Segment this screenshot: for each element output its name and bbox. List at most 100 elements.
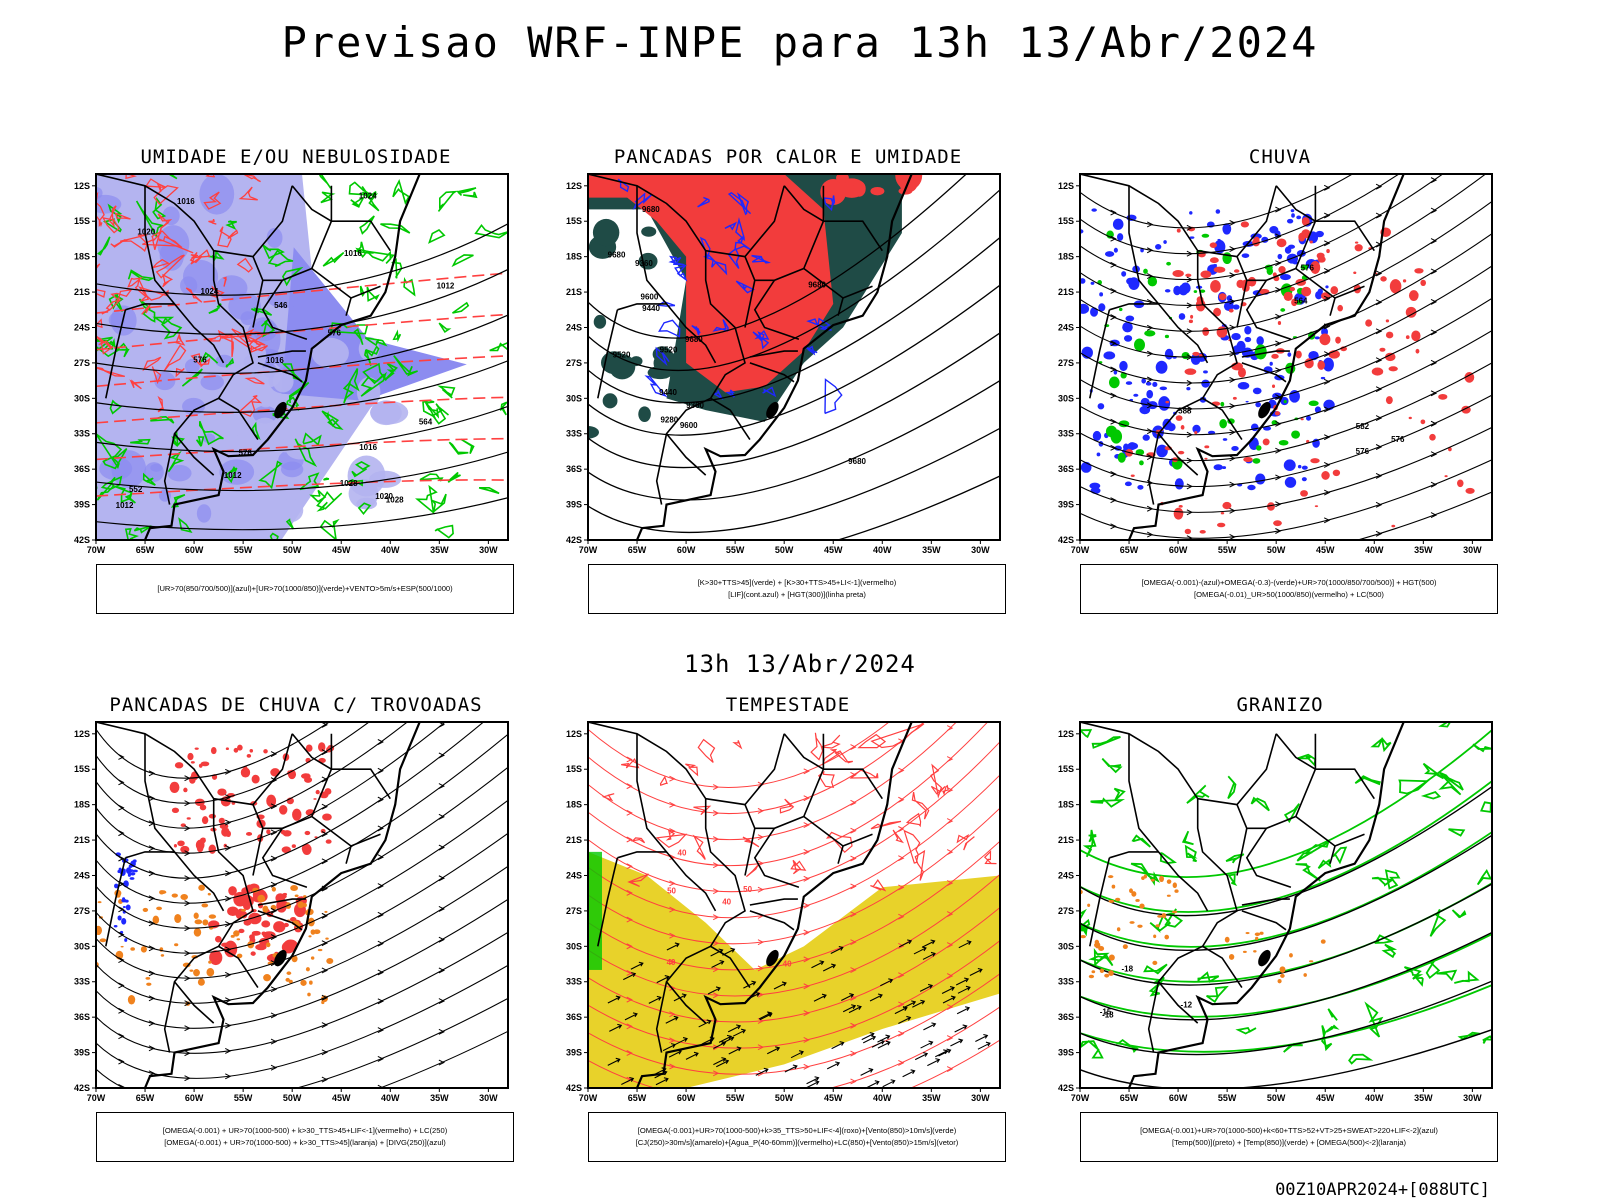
lifted-index-contour <box>736 192 750 216</box>
temp850-contour <box>1476 868 1492 886</box>
lat-label: 33S <box>74 429 90 439</box>
thickness-contour <box>190 353 211 368</box>
omega-blue-pixel <box>1137 484 1144 490</box>
omega500-pixel <box>1108 970 1114 976</box>
storm-red-pixel <box>243 919 252 926</box>
lat-label: 27S <box>566 906 582 916</box>
streamline-arrow <box>1110 288 1117 294</box>
streamline-arrow <box>1323 351 1331 358</box>
omega-green-pixel <box>1201 233 1210 238</box>
streamline <box>1080 233 1492 358</box>
wind-vector <box>941 986 955 995</box>
divergence-pixel <box>125 904 131 911</box>
streamline-arrow <box>757 1070 765 1077</box>
omega500-pixel <box>1129 888 1133 894</box>
streamline-arrow <box>1146 402 1154 409</box>
wind-vector <box>922 939 936 948</box>
wind-850-region <box>588 851 602 970</box>
omega-blue-pixel <box>1089 482 1101 490</box>
rain-red-pixel <box>1464 372 1475 383</box>
rain-red-pixel <box>1314 505 1319 508</box>
streamline-250 <box>96 931 508 1054</box>
lon-label: 60W <box>1169 545 1188 555</box>
storm-orange-pixel <box>198 884 205 891</box>
streamline-arrow <box>946 1004 954 1010</box>
lat-label: 33S <box>1058 977 1074 987</box>
rain-red-pixel <box>1317 360 1325 370</box>
streamline-arrow <box>271 1091 276 1096</box>
streamline-arrow <box>184 975 191 982</box>
lifted-index-contour <box>751 254 771 264</box>
contour-label: -15 <box>1100 1007 1112 1016</box>
contour-label: 1028 <box>340 479 358 488</box>
humidity-patch <box>278 498 304 523</box>
streamline-arrow <box>321 749 329 756</box>
omega-blue-pixel <box>1146 389 1154 399</box>
lifted-index-contour <box>823 195 836 212</box>
border-line <box>1245 827 1292 889</box>
omega-blue-pixel <box>1080 303 1090 314</box>
omega-blue-pixel <box>1296 215 1302 220</box>
border-line <box>597 857 619 947</box>
contour-label: 40 <box>722 898 731 907</box>
low-level-humidity-contour <box>178 517 193 534</box>
streamline-arrow <box>1430 512 1438 519</box>
storm-red-pixel <box>249 748 254 753</box>
streamline-850 <box>588 722 989 866</box>
panel-tempestade: TEMPESTADE 40 40 40 40 50 50 12S 15S 18S 21S 24S 27… <box>548 694 1028 1174</box>
border-line <box>105 857 127 947</box>
precipitable-water-contour <box>983 850 997 865</box>
lat-label: 12S <box>1058 181 1074 191</box>
lon-label: 65W <box>628 1093 647 1103</box>
storm-orange-pixel <box>96 925 103 936</box>
lat-label: 30S <box>1058 393 1074 403</box>
streamline <box>1080 174 1400 255</box>
streamline-arrow <box>669 906 676 913</box>
storm-red-pixel <box>243 902 251 911</box>
contour-label: 50 <box>667 887 676 896</box>
omega-blue-pixel <box>1125 315 1135 322</box>
streamline-arrow <box>438 1059 445 1066</box>
border-line <box>749 898 798 906</box>
rain-red-pixel <box>1209 257 1219 264</box>
divergence-pixel <box>117 869 122 874</box>
low-level-humidity-contour <box>272 410 290 419</box>
lon-label: 55W <box>234 1093 253 1103</box>
storm-orange-pixel <box>156 906 163 911</box>
streamline-arrow <box>803 768 810 775</box>
rain-red-pixel <box>1173 507 1184 520</box>
thickness-contour <box>157 213 173 230</box>
streamline-arrow <box>1323 434 1331 441</box>
k-tts-patch <box>638 406 651 423</box>
lifted-index-contour <box>697 196 710 208</box>
streamline-arrow <box>898 884 905 891</box>
omega-blue-pixel <box>1201 379 1210 388</box>
coastline <box>1127 722 1405 1088</box>
lat-label: 39S <box>74 500 90 510</box>
streamline-arrow <box>184 900 191 907</box>
unstable-patch <box>852 180 866 197</box>
streamline-arrow <box>626 916 633 923</box>
border-line <box>1109 303 1159 311</box>
wind-vector <box>662 1043 676 1052</box>
temp850-contour <box>1093 947 1110 967</box>
low-level-humidity-contour <box>107 203 123 224</box>
low-level-humidity-contour <box>316 491 343 510</box>
temp850-contour <box>1321 1025 1333 1052</box>
wind-vector <box>707 986 721 995</box>
lifted-index-contour <box>617 178 630 193</box>
thickness-contour <box>222 276 227 287</box>
rain-red-pixel <box>1240 221 1250 228</box>
border-line <box>257 362 303 383</box>
thickness-contour <box>190 249 211 259</box>
storm-red-pixel <box>261 920 271 928</box>
streamline-arrow <box>1275 313 1282 320</box>
border-line <box>617 303 667 311</box>
streamline-arrow <box>803 795 810 802</box>
thickness-contour <box>155 254 185 279</box>
lat-label: 12S <box>566 729 582 739</box>
divergence-pixel <box>132 859 137 863</box>
omega500-pixel <box>1166 879 1172 884</box>
streamline-arrow <box>270 881 278 888</box>
lat-label: 21S <box>74 287 90 297</box>
